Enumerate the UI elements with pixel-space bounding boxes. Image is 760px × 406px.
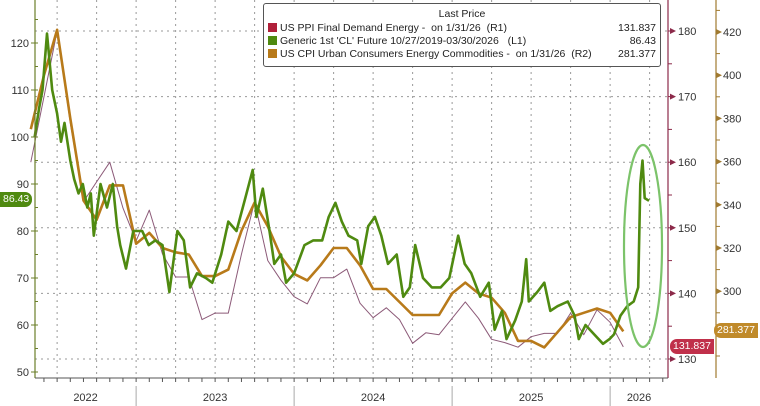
x-tick-label: 2026	[627, 392, 651, 404]
last-value-tag-r2: 281.377	[714, 323, 758, 338]
r1-tick-label: 130	[678, 354, 696, 366]
r1-tick	[670, 159, 676, 166]
r1-tick-label: 170	[678, 92, 696, 104]
l1-tick-label: 50	[17, 367, 29, 379]
series-layer	[29, 28, 650, 349]
legend-value: 281.377	[618, 47, 656, 60]
r2-tick-label: 420	[723, 27, 741, 39]
l1-tick-label: 120	[11, 38, 29, 50]
r1-tick	[670, 93, 676, 100]
r1-tick-label: 160	[678, 157, 696, 169]
series-line-l1	[33, 32, 650, 346]
l1-tick-label: 100	[11, 132, 29, 144]
r1-tick	[670, 290, 676, 297]
legend-title: Last Price	[438, 8, 486, 20]
legend: Last Price US PPI Final Demand Energy - …	[263, 3, 661, 67]
r2-tick-label: 320	[723, 243, 741, 255]
l1-tick-label: 60	[17, 320, 29, 332]
r1-tick-label: 150	[678, 223, 696, 235]
legend-entry-cpi: US CPI Urban Consumers Energy Commoditie…	[264, 47, 660, 60]
r1-tick	[670, 28, 676, 34]
legend-swatch	[268, 36, 277, 45]
r2-tick-label: 300	[723, 286, 741, 298]
r1-tick	[670, 224, 676, 231]
l1-tick-label: 80	[17, 226, 29, 238]
legend-label: Generic 1st 'CL' Future 10/27/2019-03/30…	[280, 34, 527, 47]
l1-tick-label: 90	[17, 179, 29, 191]
legend-label: US PPI Final Demand Energy - on 1/31/26 …	[280, 21, 508, 34]
r2-tick-label: 340	[723, 200, 741, 212]
r2-tick-label: 380	[723, 113, 741, 125]
r2-tick-label: 360	[723, 157, 741, 169]
r2-tick-label: 400	[723, 70, 741, 82]
axes: 50 60 70 80 90 100 110 120 130 140 150 160 170 180 300…	[11, 0, 741, 406]
x-tick-label: 2022	[73, 392, 97, 404]
x-tick-label: 2024	[361, 392, 385, 404]
last-value-tag-r1: 131.837	[670, 339, 714, 354]
last-value-tag-l1: 86.43	[0, 192, 33, 207]
legend-swatch	[268, 49, 277, 58]
r1-tick-label: 180	[678, 26, 696, 38]
l1-tick-label: 70	[17, 273, 29, 285]
x-tick-label: 2025	[519, 392, 543, 404]
l1-tick-label: 110	[11, 85, 29, 97]
series-line-r1	[30, 30, 624, 348]
legend-label: US CPI Urban Consumers Energy Commoditie…	[280, 47, 592, 60]
x-tick-label: 2023	[203, 392, 227, 404]
legend-entry-cl: Generic 1st 'CL' Future 10/27/2019-03/30…	[264, 34, 660, 47]
legend-value: 86.43	[629, 34, 656, 47]
r1-tick-label: 140	[678, 288, 696, 300]
legend-entry-ppi: US PPI Final Demand Energy - on 1/31/26 …	[264, 21, 660, 34]
r1-tick	[670, 356, 676, 362]
highlight-ellipse	[622, 143, 664, 349]
legend-value: 131.837	[618, 21, 656, 34]
legend-swatch	[268, 23, 277, 32]
series-line-r2	[29, 28, 625, 349]
